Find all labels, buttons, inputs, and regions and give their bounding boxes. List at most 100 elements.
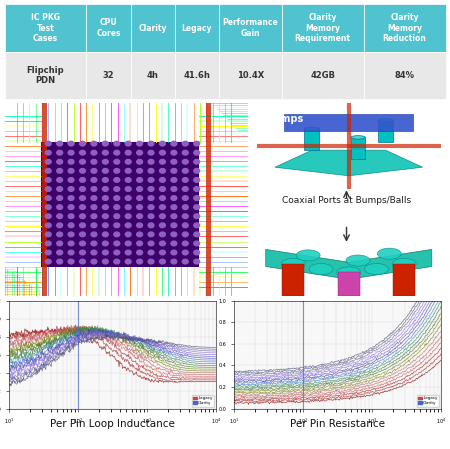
Circle shape (182, 196, 188, 200)
FancyBboxPatch shape (219, 4, 282, 52)
Circle shape (160, 259, 165, 264)
Circle shape (171, 232, 177, 237)
Circle shape (171, 214, 177, 219)
Text: Per Pin Loop Inductance: Per Pin Loop Inductance (50, 419, 175, 429)
Circle shape (57, 178, 63, 182)
Polygon shape (275, 150, 423, 176)
Circle shape (171, 223, 177, 228)
Circle shape (160, 214, 165, 219)
Circle shape (57, 187, 63, 191)
Bar (282, 264, 305, 296)
Circle shape (114, 259, 120, 264)
Circle shape (171, 178, 177, 182)
Circle shape (68, 168, 74, 173)
Circle shape (103, 150, 108, 155)
FancyBboxPatch shape (86, 52, 130, 99)
Text: Coaxial Ports at Bumps/Balls: Coaxial Ports at Bumps/Balls (282, 196, 411, 206)
Circle shape (137, 205, 143, 209)
Circle shape (125, 187, 131, 191)
Text: CPU
Cores: CPU Cores (96, 18, 121, 38)
Circle shape (194, 159, 200, 164)
Circle shape (114, 141, 120, 146)
Circle shape (114, 159, 120, 164)
Circle shape (103, 187, 108, 191)
Circle shape (91, 259, 97, 264)
Circle shape (171, 187, 177, 191)
Circle shape (194, 178, 200, 182)
FancyBboxPatch shape (282, 52, 364, 99)
FancyBboxPatch shape (364, 52, 446, 99)
Ellipse shape (351, 136, 365, 139)
Circle shape (137, 196, 143, 200)
Circle shape (171, 205, 177, 209)
Circle shape (68, 259, 74, 264)
Circle shape (148, 250, 154, 255)
Circle shape (160, 178, 165, 182)
Text: Per Pin Resistance: Per Pin Resistance (290, 419, 385, 429)
Circle shape (125, 159, 131, 164)
Circle shape (160, 150, 165, 155)
Circle shape (68, 232, 74, 237)
Circle shape (194, 250, 200, 255)
Circle shape (125, 141, 131, 146)
Circle shape (80, 250, 86, 255)
Circle shape (309, 264, 333, 275)
Circle shape (171, 250, 177, 255)
FancyBboxPatch shape (364, 4, 446, 52)
Circle shape (194, 223, 200, 228)
FancyBboxPatch shape (219, 52, 282, 99)
Circle shape (68, 196, 74, 200)
Circle shape (182, 232, 188, 237)
Circle shape (68, 223, 74, 228)
Text: 42GB: 42GB (310, 70, 335, 80)
Text: Clarity
Memory
Reduction: Clarity Memory Reduction (382, 13, 427, 43)
Circle shape (148, 159, 154, 164)
Circle shape (137, 141, 143, 146)
Circle shape (45, 187, 51, 191)
Circle shape (160, 187, 165, 191)
Circle shape (45, 223, 51, 228)
Circle shape (148, 223, 154, 228)
Circle shape (137, 187, 143, 191)
Ellipse shape (305, 127, 319, 131)
Circle shape (57, 141, 63, 146)
Circle shape (80, 241, 86, 246)
Circle shape (57, 159, 63, 164)
Circle shape (182, 168, 188, 173)
Circle shape (80, 187, 86, 191)
Circle shape (45, 178, 51, 182)
Circle shape (45, 159, 51, 164)
Circle shape (103, 241, 108, 246)
Circle shape (171, 141, 177, 146)
Text: Bumps: Bumps (266, 114, 303, 123)
Circle shape (171, 241, 177, 246)
Text: IC PKG
Test
Cases: IC PKG Test Cases (31, 13, 60, 43)
Circle shape (171, 259, 177, 264)
Circle shape (103, 196, 108, 200)
FancyBboxPatch shape (86, 4, 130, 52)
Circle shape (57, 214, 63, 219)
Circle shape (103, 141, 108, 146)
Circle shape (160, 241, 165, 246)
Text: 41.6h: 41.6h (183, 70, 210, 80)
Text: 4h: 4h (147, 70, 158, 80)
Circle shape (392, 258, 416, 269)
Circle shape (68, 178, 74, 182)
Circle shape (80, 223, 86, 228)
Circle shape (137, 250, 143, 255)
Circle shape (80, 232, 86, 237)
Circle shape (182, 187, 188, 191)
Text: Clarity: Clarity (138, 23, 167, 33)
Circle shape (137, 159, 143, 164)
Circle shape (125, 150, 131, 155)
FancyBboxPatch shape (175, 4, 219, 52)
FancyBboxPatch shape (130, 52, 175, 99)
Circle shape (194, 259, 200, 264)
Circle shape (137, 214, 143, 219)
Circle shape (194, 205, 200, 209)
Circle shape (182, 159, 188, 164)
Circle shape (171, 196, 177, 200)
Circle shape (68, 187, 74, 191)
Circle shape (103, 214, 108, 219)
Circle shape (103, 168, 108, 173)
